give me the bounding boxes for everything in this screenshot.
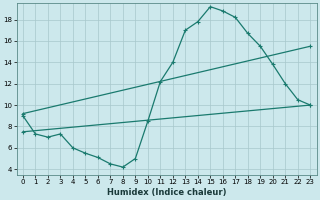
X-axis label: Humidex (Indice chaleur): Humidex (Indice chaleur) <box>107 188 226 197</box>
